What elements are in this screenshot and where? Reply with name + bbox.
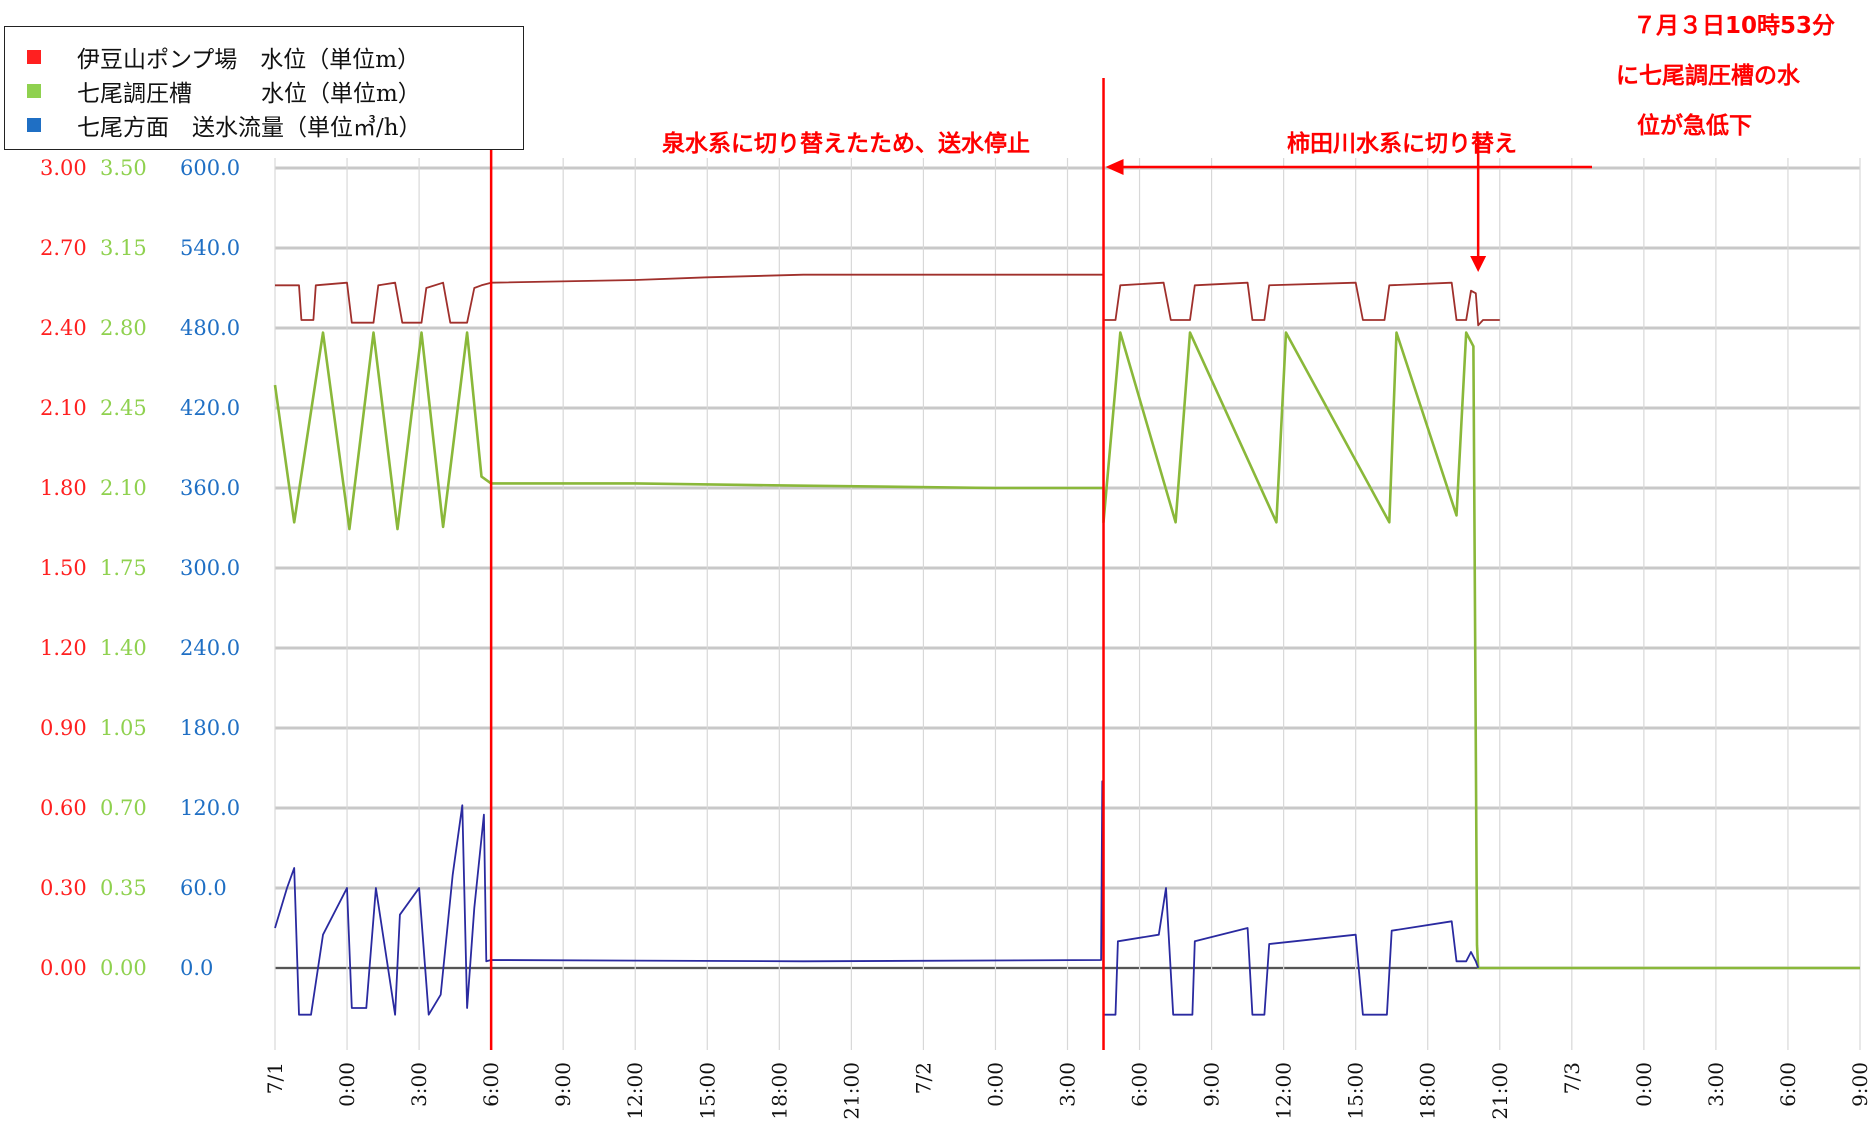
y-tick-label-green: 0.00 — [100, 956, 147, 980]
x-tick-label: 15:00 — [695, 1062, 719, 1120]
y-tick-label-blue: 180.0 — [180, 716, 240, 740]
x-tick-label: 18:00 — [1416, 1062, 1440, 1120]
y-tick-label-blue: 300.0 — [180, 556, 240, 580]
x-tick-label: 6:00 — [1128, 1062, 1152, 1107]
legend-swatch-red — [27, 50, 41, 64]
x-tick-label: 9:00 — [551, 1062, 575, 1107]
legend-label-pump-station: 伊豆山ポンプ場 水位（単位m） — [77, 47, 421, 73]
x-tick-label: 7/1 — [263, 1062, 287, 1094]
y-tick-label-red: 2.10 — [40, 396, 87, 420]
x-tick-label: 3:00 — [1704, 1062, 1728, 1107]
y-tick-label-blue: 480.0 — [180, 316, 240, 340]
x-tick-label: 6:00 — [1776, 1062, 1800, 1107]
annotation-event-line1: ７月３日10時53分 — [1633, 13, 1836, 39]
y-tick-label-red: 3.00 — [40, 156, 87, 180]
y-tick-label-green: 2.10 — [100, 476, 147, 500]
y-tick-label-blue: 60.0 — [180, 876, 227, 900]
x-tick-label: 21:00 — [1488, 1062, 1512, 1120]
y-tick-label-blue: 240.0 — [180, 636, 240, 660]
series-line-pump-station — [275, 273, 1500, 327]
annotation-water-stop: 泉水系に切り替えたため、送水停止 — [662, 131, 1030, 157]
y-tick-label-blue: 600.0 — [180, 156, 240, 180]
x-tick-label: 12:00 — [623, 1062, 647, 1120]
chart-legend: 伊豆山ポンプ場 水位（単位m） 七尾調圧槽 水位（単位m） 七尾方面 送水流量（… — [4, 26, 524, 150]
x-tick-label: 12:00 — [1272, 1062, 1296, 1120]
x-tick-label: 0:00 — [1632, 1062, 1656, 1107]
y-tick-label-red: 1.20 — [40, 636, 87, 660]
legend-swatch-green — [27, 84, 41, 98]
legend-item-nanao-flow: 七尾方面 送水流量（単位㎥/h） — [27, 108, 422, 142]
annotation-switch-kakita: 柿田川水系に切り替え — [1287, 131, 1517, 157]
y-tick-label-red: 1.50 — [40, 556, 87, 580]
arrow-head-event — [1470, 256, 1487, 272]
x-tick-label: 21:00 — [839, 1062, 863, 1120]
annotation-event-line2: に七尾調圧槽の水 — [1616, 63, 1800, 89]
y-tick-label-green: 0.35 — [100, 876, 147, 900]
y-tick-label-blue: 120.0 — [180, 796, 240, 820]
y-tick-label-red: 0.60 — [40, 796, 87, 820]
legend-item-nanao-tank: 七尾調圧槽 水位（単位m） — [27, 74, 421, 108]
x-tick-label: 15:00 — [1344, 1062, 1368, 1120]
arrow-head-kakita — [1105, 159, 1124, 175]
x-tick-label: 0:00 — [335, 1062, 359, 1107]
series-line-nanao-flow — [274, 780, 1480, 1016]
x-tick-label: 9:00 — [1200, 1062, 1224, 1107]
y-tick-label-red: 0.90 — [40, 716, 87, 740]
y-tick-label-blue: 540.0 — [180, 236, 240, 260]
legend-swatch-blue — [27, 118, 41, 132]
legend-label-nanao-flow: 七尾方面 送水流量（単位㎥/h） — [77, 115, 422, 141]
y-tick-label-red: 2.40 — [40, 316, 87, 340]
y-tick-label-red: 1.80 — [40, 476, 87, 500]
y-tick-label-green: 1.05 — [100, 716, 147, 740]
y-tick-label-red: 0.00 — [40, 956, 87, 980]
x-tick-label: 3:00 — [1056, 1062, 1080, 1107]
y-tick-label-blue: 420.0 — [180, 396, 240, 420]
y-tick-label-green: 0.70 — [100, 796, 147, 820]
y-tick-label-green: 1.75 — [100, 556, 147, 580]
x-tick-label: 6:00 — [479, 1062, 503, 1107]
y-tick-label-blue: 360.0 — [180, 476, 240, 500]
legend-item-pump-station: 伊豆山ポンプ場 水位（単位m） — [27, 40, 420, 74]
x-tick-label: 9:00 — [1848, 1062, 1872, 1107]
y-tick-label-green: 1.40 — [100, 636, 147, 660]
y-tick-label-red: 0.30 — [40, 876, 87, 900]
y-tick-label-green: 3.15 — [100, 236, 147, 260]
y-tick-label-blue: 0.0 — [180, 956, 213, 980]
annotation-event-line3: 位が急低下 — [1637, 113, 1752, 139]
x-tick-label: 7/3 — [1560, 1062, 1584, 1094]
y-tick-label-red: 2.70 — [40, 236, 87, 260]
x-tick-label: 18:00 — [767, 1062, 791, 1120]
legend-label-nanao-tank: 七尾調圧槽 水位（単位m） — [77, 81, 421, 107]
x-tick-label: 0:00 — [983, 1062, 1007, 1107]
y-tick-label-green: 3.50 — [100, 156, 147, 180]
y-tick-label-green: 2.80 — [100, 316, 147, 340]
x-tick-label: 7/2 — [911, 1062, 935, 1094]
x-tick-label: 3:00 — [407, 1062, 431, 1107]
y-tick-label-green: 2.45 — [100, 396, 147, 420]
